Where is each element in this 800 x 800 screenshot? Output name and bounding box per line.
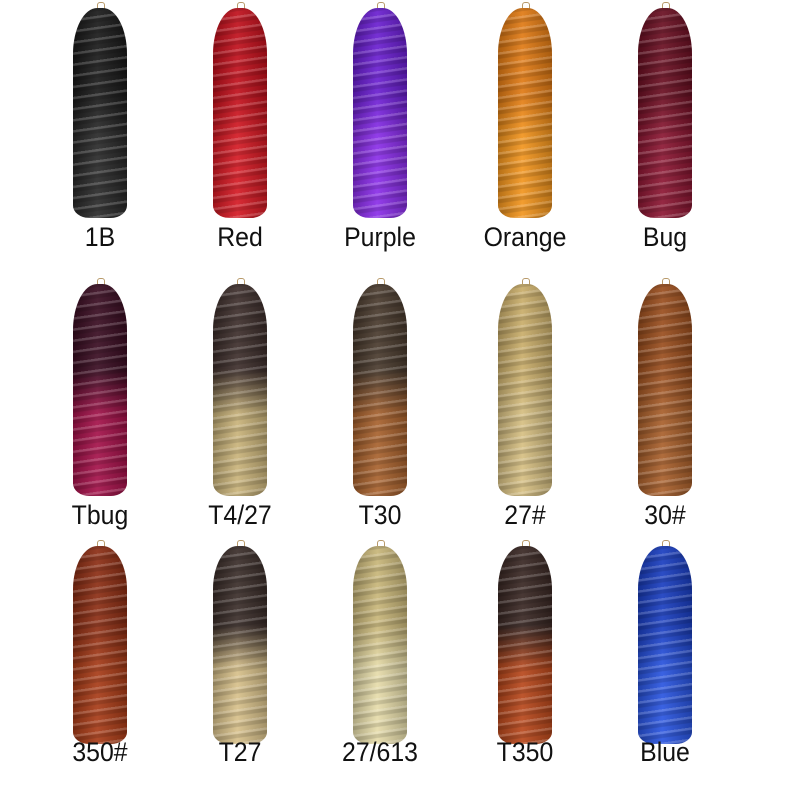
hair-swatch-image bbox=[498, 546, 552, 744]
swatch-purple: Purple bbox=[310, 2, 450, 252]
swatch-30-: 30# bbox=[595, 278, 735, 530]
swatch-orange: Orange bbox=[455, 2, 595, 252]
color-label: T4/27 bbox=[208, 500, 272, 530]
color-label: Orange bbox=[483, 222, 567, 252]
swatch-tbug: Tbug bbox=[30, 278, 170, 530]
color-label: 27/613 bbox=[342, 737, 418, 767]
color-label: T27 bbox=[218, 737, 262, 767]
hair-swatch-image bbox=[638, 284, 692, 496]
swatch-t4-27: T4/27 bbox=[170, 278, 310, 530]
swatch-bug: Bug bbox=[595, 2, 735, 252]
swatch-27-: 27# bbox=[455, 278, 595, 530]
color-label: 27# bbox=[504, 500, 546, 530]
hair-swatch-image bbox=[638, 546, 692, 744]
color-label: 30# bbox=[644, 500, 686, 530]
swatch-blue: Blue bbox=[595, 540, 735, 767]
hair-swatch-image bbox=[73, 284, 127, 496]
hair-swatch-image bbox=[353, 546, 407, 744]
swatch-t30: T30 bbox=[310, 278, 450, 530]
hair-swatch-image bbox=[498, 284, 552, 496]
hair-swatch-image bbox=[213, 8, 267, 218]
hair-swatch-image bbox=[353, 284, 407, 496]
swatch-t350: T350 bbox=[455, 540, 595, 767]
color-label: 350# bbox=[72, 737, 128, 767]
swatch-1b: 1B bbox=[30, 2, 170, 252]
hair-swatch-image bbox=[353, 8, 407, 218]
hair-swatch-image bbox=[73, 8, 127, 218]
color-label: Blue bbox=[640, 737, 690, 767]
hair-swatch-image bbox=[213, 284, 267, 496]
color-label: Red bbox=[217, 222, 263, 252]
swatch-t27: T27 bbox=[170, 540, 310, 767]
swatch-350-: 350# bbox=[30, 540, 170, 767]
hair-swatch-image bbox=[213, 546, 267, 744]
color-label: 1B bbox=[84, 222, 116, 252]
hair-swatch-image bbox=[638, 8, 692, 218]
color-label: Purple bbox=[344, 222, 416, 252]
color-label: Bug bbox=[642, 222, 688, 252]
color-label: Tbug bbox=[71, 500, 129, 530]
swatch-red: Red bbox=[170, 2, 310, 252]
hair-swatch-image bbox=[498, 8, 552, 218]
hair-swatch-image bbox=[73, 546, 127, 744]
color-label: T350 bbox=[496, 737, 554, 767]
swatch-27-613: 27/613 bbox=[310, 540, 450, 767]
color-label: T30 bbox=[358, 500, 402, 530]
